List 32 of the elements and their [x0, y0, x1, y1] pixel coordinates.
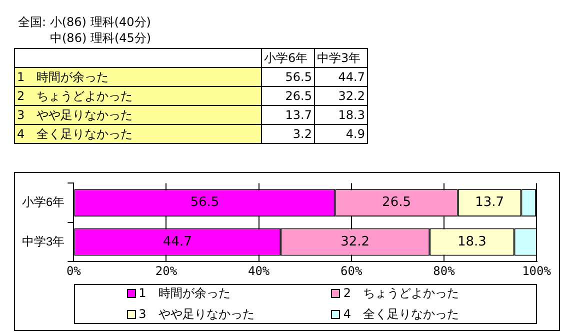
data-label: 44.7	[162, 234, 192, 250]
data-label: 56.5	[190, 195, 220, 210]
data-label: 3.2	[262, 124, 314, 144]
text: 2 ちょうどよかった	[14, 86, 262, 106]
legend-label: 3 やや足りなかった	[138, 306, 254, 323]
data-label: 32.2	[340, 234, 370, 250]
legend-label: 4 全く足りなかった	[343, 306, 459, 323]
x-tick-label: 40%	[248, 264, 270, 278]
category-label: 中学3年	[314, 48, 368, 68]
text: 3 やや足りなかった	[14, 106, 262, 124]
text: 1 時間が余った	[138, 284, 230, 302]
data-label: 4.9	[314, 124, 368, 144]
x-tick-label: 100%	[522, 264, 552, 278]
data-label: 18.3	[314, 106, 368, 124]
data-label: 44.7	[314, 68, 368, 86]
data-label: 18.3	[457, 234, 486, 250]
x-tick-label: 20%	[155, 264, 178, 278]
data-label: 56.5	[262, 68, 314, 86]
data-label: 13.7	[475, 195, 504, 210]
text: 1 時間が余った	[14, 68, 262, 86]
legend-label: 2 ちょうどよかった	[343, 284, 459, 302]
text: 4 全く足りなかった	[14, 124, 262, 144]
text: 中(86) 理科(45分)	[50, 30, 152, 47]
x-tick-label: 0%	[66, 264, 82, 278]
data-label: 32.2	[314, 86, 368, 106]
data-label: 26.5	[382, 195, 411, 210]
category-label: 小学6年	[262, 48, 314, 68]
x-tick-label: 80%	[433, 264, 456, 278]
data-label: 26.5	[262, 86, 314, 106]
data-label: 13.7	[262, 106, 314, 124]
text: 全国: 小(86) 理科(40分)	[18, 14, 151, 31]
x-tick-label: 60%	[340, 264, 363, 278]
